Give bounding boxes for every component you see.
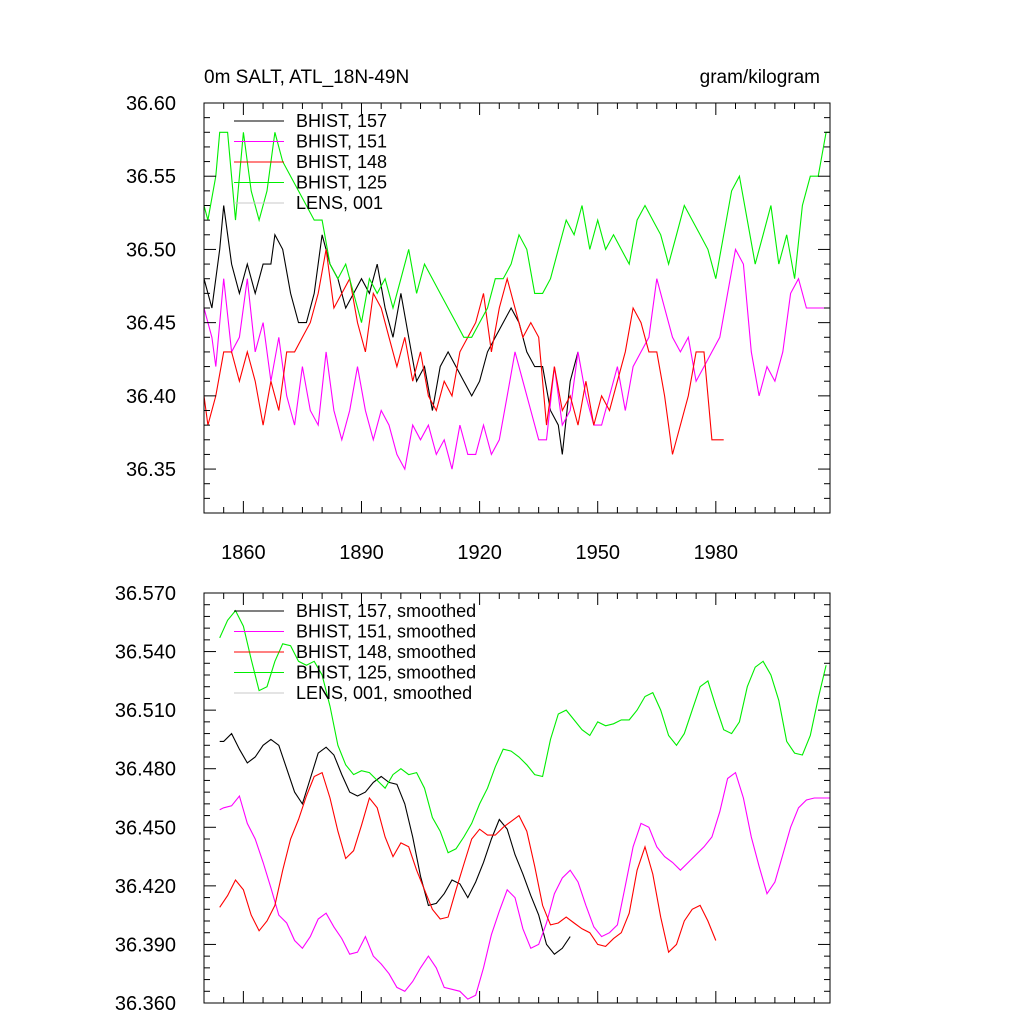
series-line-1 [219,771,830,1000]
series-line-1 [204,247,830,471]
chart-title: 0m SALT, ATL_18N-49N [204,67,409,88]
series-line-2 [204,249,724,455]
legend-label-0: BHIST, 157, smoothed [296,601,476,621]
y-tick-label: 36.55 [126,166,176,188]
y-tick-label: 36.570 [115,583,176,605]
y-tick-label: 36.390 [115,934,176,956]
y-tick-label: 36.450 [115,817,176,839]
y-tick-label: 36.360 [115,993,176,1015]
series-line-0 [219,732,571,955]
y-tick-label: 36.480 [115,759,176,781]
y-tick-label: 36.420 [115,876,176,898]
x-tick-label: 1890 [339,542,384,564]
y-tick-label: 36.45 [126,313,176,335]
x-tick-label: 1860 [221,542,266,564]
y-tick-label: 36.35 [126,459,176,481]
plot-frame [203,592,831,1004]
x-tick-label: 1920 [457,542,502,564]
y-tick-label: 36.40 [126,386,176,408]
legend-label-3: BHIST, 125 [296,173,387,193]
bottom-panel: 36.360 36.390 36.420 36.450 36.480 36.510 36.5… [115,583,831,1015]
legend-label-3: BHIST, 125, smoothed [296,663,476,683]
y-tick-label: 36.60 [126,93,176,115]
legend-label-2: BHIST, 148, smoothed [296,642,476,662]
legend-label-0: BHIST, 157 [296,111,387,131]
chart-units: gram/kilogram [700,67,820,88]
series-line-3 [204,131,830,338]
x-tick-label: 1950 [575,542,620,564]
y-tick-label: 36.510 [115,700,176,722]
series-group [219,609,830,1000]
series-line-0 [204,205,579,455]
legend-label-2: BHIST, 148 [296,152,387,172]
x-tick-label: 1980 [694,542,739,564]
legend-label-4: LENS, 001 [296,193,383,213]
y-tick-label: 36.540 [115,642,176,664]
series-line-3 [219,609,827,854]
legend-label-1: BHIST, 151 [296,132,387,152]
top-panel: 1860 1890 1920 1950 1980 36.35 36.40 36.45 36.50… [126,67,831,564]
y-tick-label: 36.50 [126,239,176,261]
legend-label-1: BHIST, 151, smoothed [296,622,476,642]
series-group [204,131,830,471]
series-line-2 [219,771,717,954]
legend-label-4: LENS, 001, smoothed [296,683,472,703]
